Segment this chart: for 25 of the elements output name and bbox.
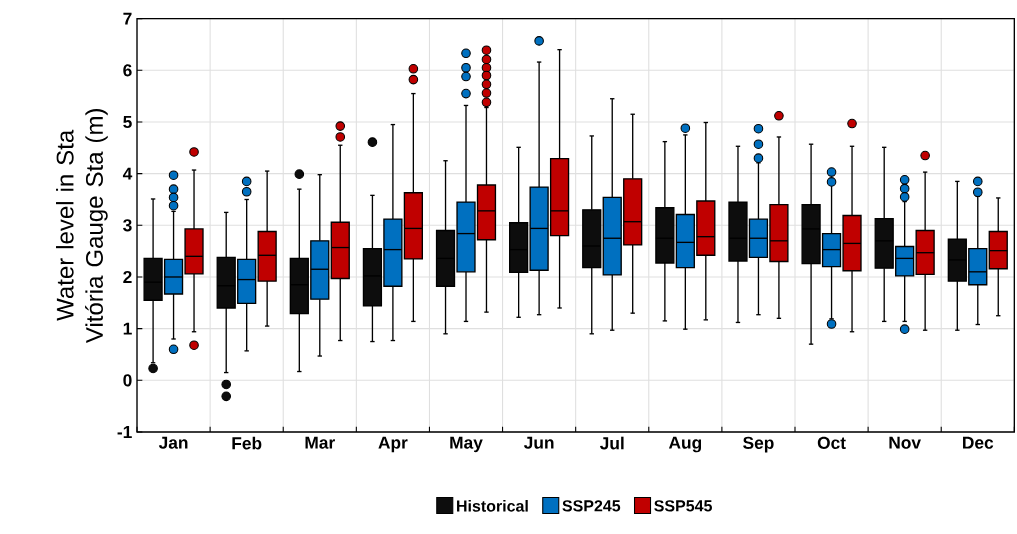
x-tick-label: May [450, 436, 483, 453]
x-tick-label: Nov [889, 436, 921, 449]
x-tick-label: Mar [305, 436, 335, 449]
y-tick-label: 3 [123, 219, 132, 232]
x-tick-label: Aug [668, 436, 702, 453]
y-tick-label: 4 [122, 167, 133, 180]
x-tick-label: Sep [743, 436, 774, 453]
x-tick-label: Oct [817, 436, 846, 449]
x-tick-label: Feb [232, 436, 262, 450]
legend-label: Historical [457, 499, 528, 512]
y-tick-label: 7 [123, 12, 132, 25]
x-tick-label: Jan [158, 436, 188, 449]
y-tick-label: -1 [117, 426, 132, 438]
x-tick-label: Jun [523, 436, 554, 449]
x-tick-label: Jul [599, 436, 624, 450]
legend-label: SSP245 [562, 500, 621, 512]
legend-label: SSP545 [654, 500, 712, 512]
y-tick-label: 1 [123, 322, 132, 335]
y-tick-label: 2 [123, 270, 132, 284]
y-tick-label: 6 [123, 64, 132, 77]
y-tick-label: 0 [123, 374, 132, 387]
y-axis-title: Water level in Sta Vitória Gauge Sta (m) [56, 109, 108, 344]
y-tick-label: 5 [123, 115, 132, 129]
x-tick-label: Apr [378, 436, 408, 453]
x-tick-label: Dec [963, 436, 994, 449]
